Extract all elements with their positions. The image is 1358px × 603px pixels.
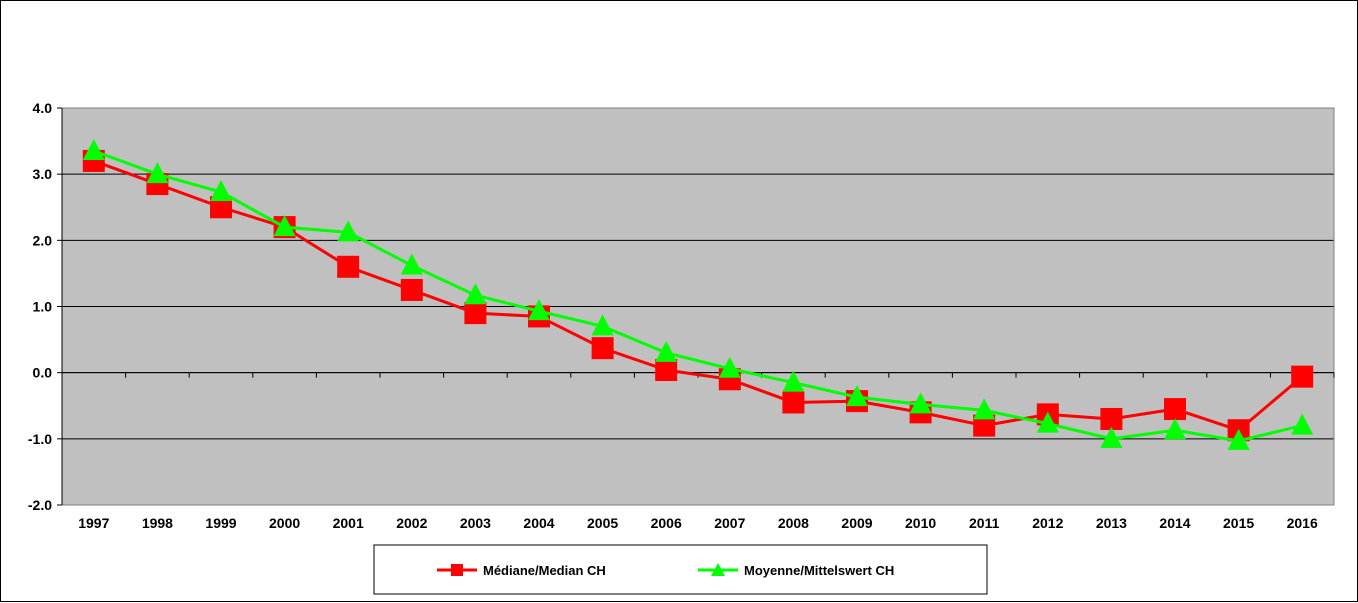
- y-tick-label: 2.0: [33, 232, 53, 248]
- legend-marker-median: [451, 564, 463, 576]
- x-tick-label: 2010: [905, 515, 936, 531]
- y-tick-label: 3.0: [33, 166, 53, 182]
- data-point-mean: [1164, 418, 1186, 440]
- data-point-median: [1100, 407, 1123, 430]
- data-point-mean: [400, 253, 423, 275]
- x-tick-label: 2002: [396, 515, 427, 531]
- x-tick-label: 2005: [587, 515, 618, 531]
- data-point-mean: [846, 385, 868, 407]
- x-tick-label: 2000: [269, 515, 300, 531]
- x-tick-label: 2004: [523, 515, 554, 531]
- y-tick-label: 0.0: [33, 365, 53, 381]
- data-point-median: [655, 359, 678, 382]
- data-point-mean: [337, 220, 360, 242]
- data-point-mean: [973, 398, 996, 420]
- data-point-mean: [718, 356, 741, 378]
- legend-label-mean: Moyenne/Mittelswert CH: [744, 563, 894, 578]
- series-mean: [82, 139, 1314, 450]
- x-tick-label: 1997: [78, 515, 109, 531]
- x-tick-label: 1999: [205, 515, 236, 531]
- data-point-median: [1291, 365, 1314, 388]
- data-point-mean: [1291, 413, 1314, 435]
- series: [82, 139, 1314, 450]
- y-tick-label: 4.0: [33, 100, 53, 116]
- data-point-median: [973, 414, 996, 437]
- data-point-median: [782, 391, 805, 414]
- y-tick-label: -1.0: [28, 431, 52, 447]
- data-point-mean: [591, 314, 614, 336]
- series-line: [93, 149, 1303, 443]
- data-point-mean: [1036, 411, 1059, 433]
- data-point-median: [591, 337, 614, 360]
- data-point-median: [210, 196, 232, 219]
- legend-label-median: Médiane/Median CH: [483, 563, 606, 578]
- y-tick-label: -2.0: [28, 497, 52, 513]
- data-point-mean: [210, 180, 232, 202]
- x-tick-label: 2008: [778, 515, 809, 531]
- x-tick-label: 2012: [1032, 515, 1063, 531]
- data-point-mean: [909, 392, 932, 414]
- y-tick-label: 1.0: [33, 299, 53, 315]
- x-tick-label: 2007: [714, 515, 745, 531]
- data-point-median: [337, 255, 360, 278]
- axes: 4.0 3.0 2.0 1.0 0.0 -1.0 -2.0 1997 1998 1999 2000 2…: [28, 100, 1335, 531]
- data-point-mean: [464, 283, 487, 305]
- legend: Médiane/Median CH Moyenne/Mittelswert CH: [373, 544, 988, 595]
- data-point-mean: [273, 215, 296, 237]
- data-point-median: [400, 278, 423, 301]
- x-tick-label: 2013: [1096, 515, 1127, 531]
- data-point-mean: [1100, 426, 1123, 448]
- x-tick-label: 2009: [841, 515, 872, 531]
- data-point-mean: [655, 340, 678, 362]
- data-point-mean: [528, 299, 550, 321]
- x-tick-label: 2001: [333, 515, 364, 531]
- data-point-mean: [82, 139, 105, 161]
- data-point-mean: [146, 162, 169, 184]
- data-point-median: [1164, 398, 1186, 421]
- x-tick-label: 2011: [969, 515, 1000, 531]
- data-point-median: [464, 302, 487, 325]
- x-tick-label: 2014: [1159, 515, 1190, 531]
- x-tick-label: 2015: [1223, 515, 1254, 531]
- x-tick-label: 2016: [1287, 515, 1318, 531]
- data-point-mean: [1227, 428, 1250, 450]
- x-tick-label: 2006: [651, 515, 682, 531]
- x-tick-label: 1998: [142, 515, 173, 531]
- legend-marker-mean: [711, 563, 725, 576]
- x-tick-label: 2003: [460, 515, 491, 531]
- data-point-mean: [782, 370, 805, 392]
